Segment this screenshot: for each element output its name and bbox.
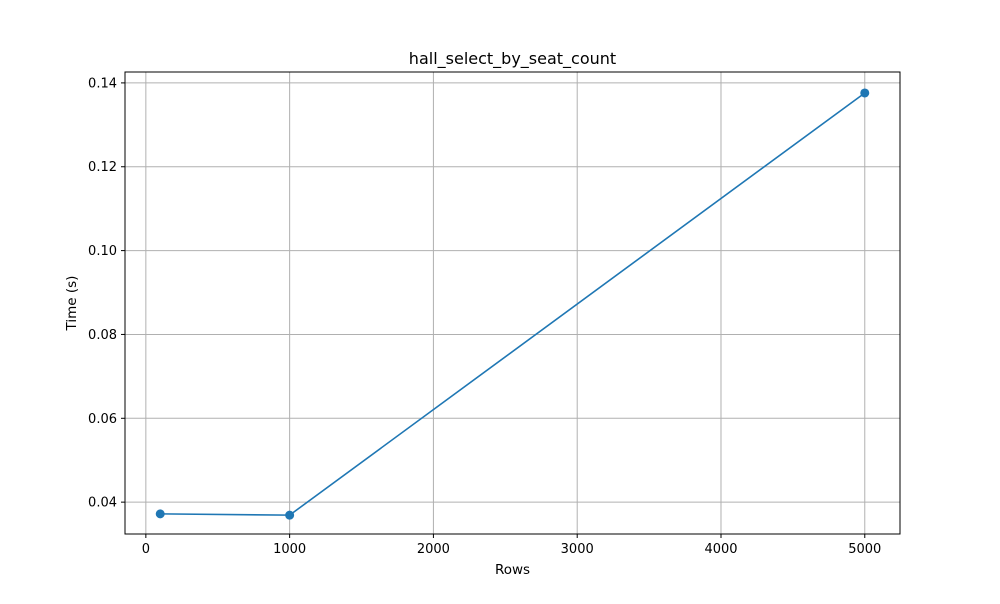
- x-tick-label: 5000: [848, 542, 881, 557]
- x-axis-label: Rows: [495, 562, 530, 578]
- y-tick-label: 0.12: [88, 160, 117, 175]
- x-tick-label: 4000: [704, 542, 737, 557]
- y-tick-label: 0.08: [88, 328, 117, 343]
- plot-series: [155, 88, 870, 520]
- x-tick-label: 2000: [417, 542, 450, 557]
- y-axis-label: Time (s): [64, 276, 80, 332]
- x-tick-label: 1000: [273, 542, 306, 557]
- grid: [125, 72, 900, 534]
- x-tick-label: 0: [142, 542, 150, 557]
- data-point: [860, 88, 870, 98]
- axis-ticks: 0 1000 2000 3000 4000 5000 0.04 0.06 0.08 0.10 0.1…: [88, 76, 881, 557]
- y-tick-label: 0.06: [88, 412, 117, 427]
- y-tick-label: 0.04: [88, 496, 117, 511]
- y-tick-label: 0.14: [88, 76, 117, 91]
- data-point: [155, 509, 165, 519]
- y-tick-label: 0.10: [88, 244, 117, 259]
- axes-frame: [124, 71, 901, 535]
- data-point: [285, 510, 295, 520]
- x-tick-label: 3000: [561, 542, 594, 557]
- chart-title: hall_select_by_seat_count: [409, 49, 616, 69]
